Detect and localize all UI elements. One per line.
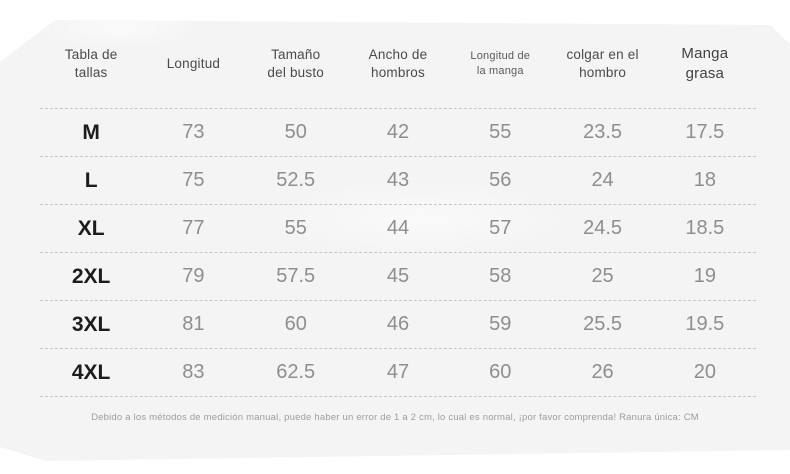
size-chart-card: Tabla de tallas Longitud Tamaño del busto A… (0, 20, 790, 461)
measurement-value: 47 (386, 361, 410, 383)
size-label: 3XL (71, 312, 111, 336)
measurement-value: 60 (284, 313, 307, 335)
measurement-value: 59 (489, 313, 512, 335)
measurement-value: 56 (489, 169, 512, 191)
measurement-value: 46 (386, 313, 410, 335)
measurement-value: 55 (284, 217, 307, 239)
measurement-note: Debido a los métodos de medición manual,… (91, 412, 699, 423)
column-header-2: Longitud (166, 55, 221, 71)
table-row-XL: XL 77 55 44 57 24.5 18.5 (40, 204, 756, 252)
measurement-value: 45 (386, 265, 410, 287)
column-header-4: Ancho de hombros (368, 46, 428, 80)
measurement-value: 24 (591, 169, 614, 191)
measurement-value: 43 (386, 169, 410, 191)
size-label: L (84, 168, 98, 192)
column-header-6: colgar en el hombro (566, 46, 639, 80)
measurement-value: 18.5 (685, 217, 725, 239)
measurement-value: 18 (693, 169, 716, 191)
measurement-value: 50 (284, 121, 307, 143)
measurement-value: 42 (386, 121, 410, 143)
size-table: Tabla de tallas Longitud Tamaño del busto A… (40, 20, 756, 397)
measurement-value: 26 (591, 361, 614, 383)
measurement-value: 77 (182, 217, 205, 239)
measurement-value: 55 (489, 121, 512, 143)
column-header-3: Tamaño del busto (267, 46, 324, 80)
table-header-row: Tabla de tallas Longitud Tamaño del busto A… (40, 20, 756, 108)
measurement-value: 79 (182, 265, 205, 287)
table-row-L: L 75 52.5 43 56 24 18 (40, 156, 756, 204)
measurement-value: 60 (489, 361, 512, 383)
measurement-value: 75 (182, 169, 205, 191)
table-row-M: M 73 50 42 55 23.5 17.5 (40, 108, 756, 156)
measurement-value: 57 (489, 217, 512, 239)
measurement-value: 62.5 (276, 361, 316, 383)
size-label: XL (77, 216, 105, 240)
measurement-value: 25 (591, 265, 614, 287)
measurement-value: 25.5 (583, 313, 623, 335)
measurement-value: 73 (182, 121, 205, 143)
column-header-5: Longitud de la manga (470, 50, 531, 77)
table-row-4XL: 4XL 83 62.5 47 60 26 20 (40, 348, 756, 397)
table-row-3XL: 3XL 81 60 46 59 25.5 19.5 (40, 300, 756, 348)
measurement-value: 44 (386, 217, 410, 239)
measurement-value: 52.5 (276, 169, 316, 191)
measurement-value: 19.5 (685, 313, 725, 335)
size-label: 2XL (71, 264, 111, 288)
table-body: M 73 50 42 55 23.5 17.5 L 75 52.5 43 56 24 18 XL 77 55 44… (40, 108, 756, 397)
measurement-value: 81 (182, 313, 205, 335)
measurement-value: 57.5 (276, 265, 316, 287)
column-header-1: Tabla de tallas (64, 46, 118, 80)
measurement-value: 83 (182, 361, 205, 383)
size-label: 4XL (71, 360, 111, 384)
measurement-value: 17.5 (685, 121, 725, 143)
measurement-value: 24.5 (583, 217, 623, 239)
column-header-7: Manga grasa (681, 44, 729, 82)
measurement-value: 23.5 (583, 121, 623, 143)
table-row-2XL: 2XL 79 57.5 45 58 25 19 (40, 252, 756, 300)
measurement-value: 20 (693, 361, 716, 383)
measurement-value: 19 (693, 265, 716, 287)
size-label: M (82, 120, 100, 144)
measurement-value: 58 (489, 265, 512, 287)
